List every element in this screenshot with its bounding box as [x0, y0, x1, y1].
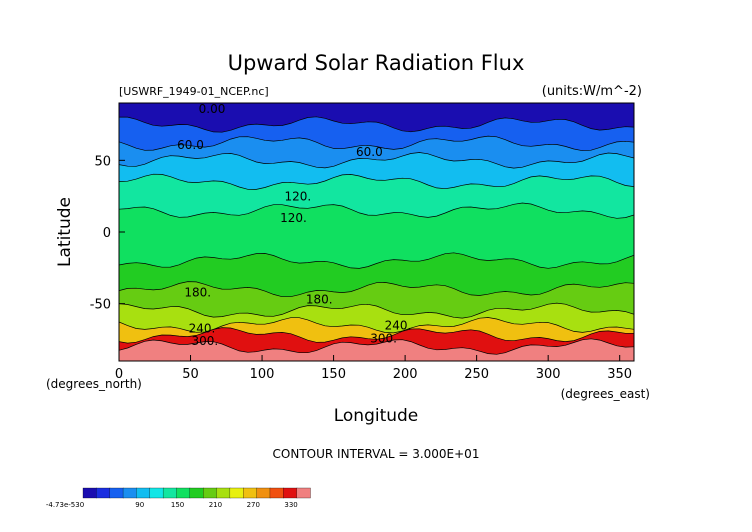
y-tick-label: 50 — [94, 154, 111, 169]
colorbar-tick-label: 330 — [284, 501, 297, 509]
contour-line — [119, 152, 634, 169]
units-label: (units:W/m^-2) — [542, 84, 642, 99]
contour-label: 120. — [284, 189, 311, 203]
colorbar-swatch — [296, 487, 311, 499]
latitude-band — [119, 303, 634, 333]
x-axis-label: Longitude — [334, 406, 419, 426]
contour-line — [119, 338, 634, 355]
contour-label: 240. — [189, 321, 216, 335]
colorbar-swatch — [122, 487, 138, 499]
contour-label: 60.0 — [177, 138, 204, 152]
x-tick-label: 0 — [115, 367, 123, 382]
contour-line — [119, 173, 634, 190]
x-tick-label: 350 — [607, 367, 632, 382]
contour-label: 60.0 — [356, 145, 383, 159]
contour-label: 180. — [306, 293, 333, 307]
y-unit-label: (degrees_north) — [46, 377, 142, 391]
colorbar-swatch — [149, 487, 164, 499]
colorbar — [82, 487, 311, 499]
colorbar-swatch — [82, 487, 98, 499]
contour-label: 300. — [191, 334, 218, 348]
x-tick-label: 250 — [464, 367, 489, 382]
contour-line — [119, 116, 634, 133]
x-tick-label: 300 — [536, 367, 561, 382]
y-tick-label: -50 — [90, 298, 111, 313]
latitude-band — [119, 252, 634, 297]
colorbar-tick-label: 150 — [171, 501, 184, 509]
colorbar-swatch — [203, 487, 218, 499]
x-unit-label: (degrees_east) — [561, 387, 650, 401]
x-tick-label: 50 — [182, 367, 199, 382]
contour-line — [119, 252, 634, 269]
colorbar-swatch — [162, 487, 178, 499]
latitude-band — [119, 136, 634, 169]
contour-label: 120. — [280, 211, 307, 225]
colorbar-swatch — [176, 487, 191, 499]
latitude-band — [119, 203, 634, 269]
contour-label: 240. — [385, 318, 412, 332]
y-axis-label: Latitude — [55, 197, 75, 267]
colorbar-tick-label: 90 — [135, 501, 144, 509]
contour-line — [119, 302, 634, 319]
contour-line — [119, 327, 634, 344]
colorbar-swatch — [256, 487, 271, 499]
colorbar-swatch — [216, 487, 231, 499]
colorbar-swatch — [136, 487, 151, 499]
colorbar-swatch — [189, 487, 204, 499]
contour-label: 300. — [370, 331, 397, 345]
latitude-band — [119, 281, 634, 319]
file-label: [USWRF_1949-01_NCEP.nc] — [119, 85, 269, 98]
latitude-band — [119, 338, 634, 361]
contour-line — [119, 135, 634, 152]
contour-line — [119, 317, 634, 334]
contour-interval-note: CONTOUR INTERVAL = 3.000E+01 — [273, 447, 480, 461]
colorbar-tick-label: 270 — [247, 501, 260, 509]
contour-label: 0.00 — [199, 102, 226, 116]
colorbar-swatch — [283, 487, 298, 499]
colorbar-swatch — [229, 487, 244, 499]
x-tick-label: 100 — [250, 367, 275, 382]
colorbar-labels: -4.73e-530 90 150 210 270 330 — [46, 501, 298, 509]
latitude-band — [119, 174, 634, 219]
plot-area — [119, 103, 634, 361]
chart-title: Upward Solar Radiation Flux — [228, 51, 525, 75]
x-tick-label: 200 — [393, 367, 418, 382]
x-axis: 0 50 100 150 200 250 300 350 — [115, 355, 632, 382]
colorbar-tick-label: 210 — [209, 501, 222, 509]
contour-line — [119, 281, 634, 298]
latitude-band — [119, 152, 634, 190]
latitude-band — [119, 327, 634, 355]
colorbar-swatch — [96, 487, 111, 499]
y-axis: 50 0 -50 — [90, 154, 125, 313]
colorbar-tick-label: -4.73e-530 — [46, 501, 84, 509]
colorbar-swatch — [109, 487, 124, 499]
colorbar-swatch — [269, 487, 284, 499]
contour-label: 180. — [184, 286, 211, 300]
y-tick-label: 0 — [103, 226, 111, 241]
x-tick-label: 150 — [321, 367, 346, 382]
contour-line — [119, 202, 634, 219]
colorbar-swatch — [243, 487, 258, 499]
